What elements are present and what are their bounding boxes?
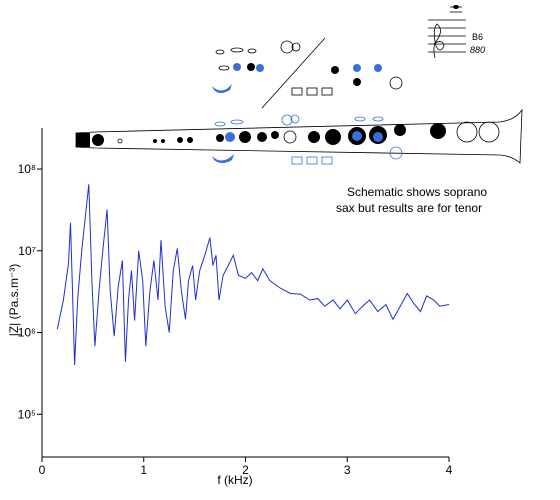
data-line [56, 184, 450, 366]
x-tick-label: 2 [242, 463, 249, 477]
note-label: B6 [472, 32, 483, 42]
y-axis-label: |Z| (Pa.s.m⁻³) [7, 264, 21, 337]
annotation: Schematic shows soprano [347, 185, 487, 199]
x-tick-label: 3 [344, 463, 351, 477]
y-tick-label: 10⁸ [18, 162, 36, 176]
y-tick-label: 10⁷ [18, 244, 36, 258]
x-axis-label: f (kHz) [217, 473, 252, 487]
y-tick-label: 10⁶ [18, 326, 36, 340]
sax-schematic [75, 5, 523, 165]
frequency-label: 880 [470, 45, 485, 55]
annotation: sax but results are for tenor [336, 201, 482, 215]
x-tick-label: 4 [446, 463, 453, 477]
x-tick-label: 1 [140, 463, 147, 477]
axes [41, 128, 449, 458]
x-tick-label: 0 [39, 463, 46, 477]
y-tick-label: 10⁵ [18, 407, 36, 421]
